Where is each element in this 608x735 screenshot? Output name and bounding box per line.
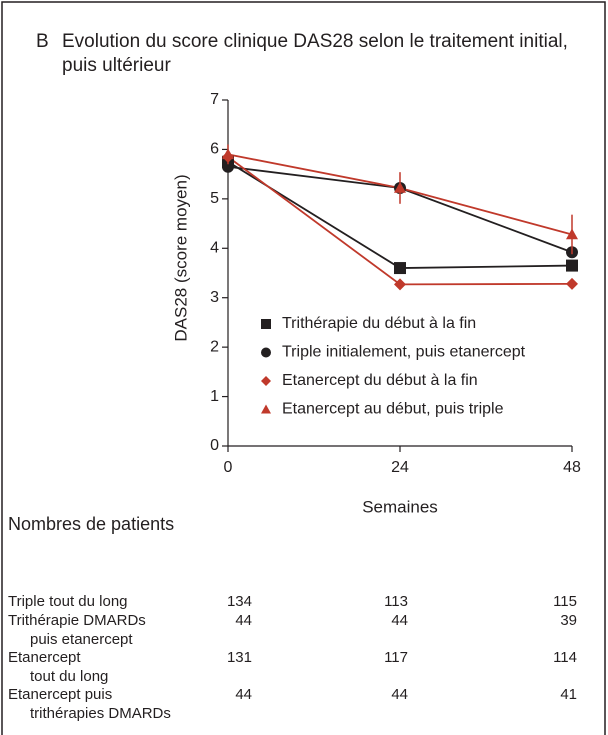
y-tick-label: 0 [210, 437, 219, 454]
cell: 114 [553, 649, 577, 666]
legend-label: Triple initialement, puis etanercept [282, 344, 526, 361]
row-label: tout du long [30, 668, 108, 685]
cell: 44 [391, 612, 408, 629]
legend-marker [261, 347, 271, 358]
data-point [394, 278, 406, 291]
legend-marker [261, 319, 271, 329]
data-point [394, 181, 406, 193]
y-axis-label: DAS28 (score moyen) [171, 174, 190, 341]
x-tick-label: 48 [563, 459, 581, 476]
cell: 115 [553, 593, 577, 610]
cell: 39 [560, 612, 577, 629]
row-label: Triple tout du long [8, 593, 128, 610]
data-point [222, 148, 234, 160]
legend-label: Etanercept du début à la fin [282, 372, 478, 389]
cell: 113 [384, 593, 408, 610]
row-label: Etanercept puis [8, 686, 112, 703]
y-tick-label: 3 [210, 289, 219, 306]
chart-title: Evolution du score clinique DAS28 selon … [62, 31, 568, 76]
cell: 134 [227, 593, 252, 610]
legend-marker [261, 376, 271, 386]
cell: 41 [560, 686, 577, 703]
row-label: Etanercept [8, 649, 81, 666]
cell: 44 [235, 686, 252, 703]
x-tick-label: 24 [391, 459, 409, 476]
data-point [566, 259, 578, 272]
table-title: Nombres de patients [8, 514, 174, 534]
cell: 44 [235, 612, 252, 629]
y-tick-label: 1 [210, 388, 219, 405]
cell: 117 [384, 649, 408, 666]
legend-marker [261, 404, 271, 414]
panel-label: B [36, 31, 49, 52]
data-point [222, 160, 234, 173]
cell: 131 [227, 649, 252, 666]
data-point [394, 262, 406, 275]
data-point [566, 228, 578, 240]
x-axis-label: Semaines [362, 497, 438, 516]
y-tick-label: 5 [210, 190, 219, 207]
legend-label: Trithérapie du début à la fin [282, 315, 476, 332]
y-tick-label: 7 [210, 91, 219, 108]
y-tick-label: 6 [210, 141, 219, 158]
y-tick-label: 4 [210, 240, 219, 257]
cell: 44 [391, 686, 408, 703]
data-point [566, 277, 578, 290]
x-tick-label: 0 [224, 459, 233, 476]
row-label: Trithérapie DMARDs [8, 612, 146, 629]
row-label: puis etanercept [30, 631, 133, 648]
legend-label: Etanercept au début, puis triple [282, 401, 504, 418]
row-label: trithérapies DMARDs [30, 705, 171, 722]
y-tick-label: 2 [210, 338, 219, 355]
